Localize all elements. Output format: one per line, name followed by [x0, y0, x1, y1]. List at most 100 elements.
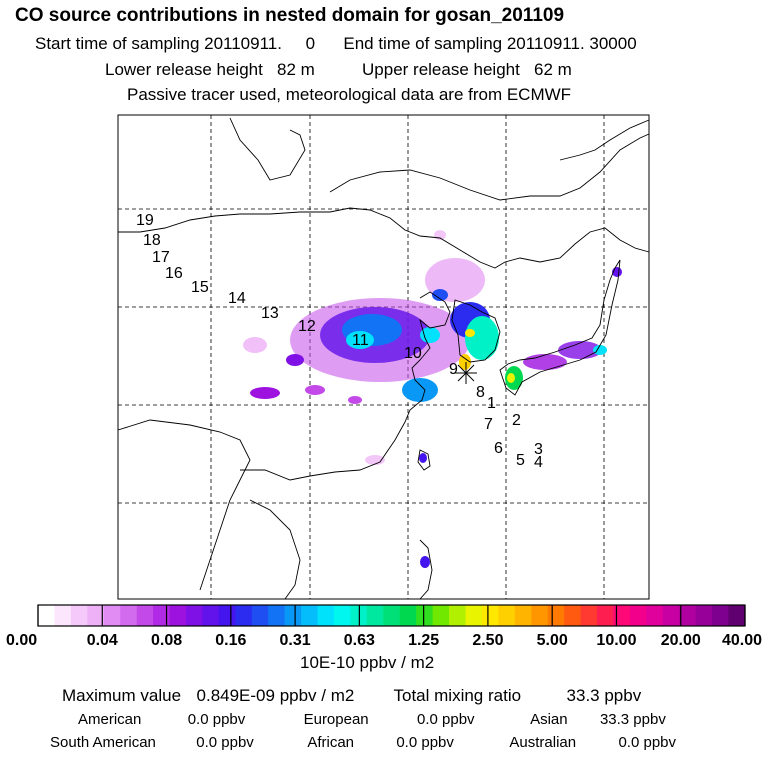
colorbar-cell	[169, 605, 187, 626]
colorbar-cell	[564, 605, 582, 626]
colorbar-cell	[103, 605, 121, 626]
trajectory-label: 2	[512, 412, 521, 429]
colorbar-cell	[613, 605, 631, 626]
colorbar-cell	[547, 605, 565, 626]
south-american-value: 0.0 ppbv	[196, 734, 254, 751]
colorbar-cell	[202, 605, 220, 626]
max-label: Maximum value	[62, 686, 182, 705]
colorbar-cell	[251, 605, 269, 626]
trajectory-label: 4	[534, 454, 543, 471]
colorbar-cell	[87, 605, 105, 626]
trajectory-label: 12	[298, 318, 316, 335]
trajectory-label: 6	[494, 440, 503, 457]
colorbar-cell	[333, 605, 351, 626]
source-contribution-map: 1 2 3 4 5 6 7 8 9 10 11 12 13 14 15 16 1…	[117, 114, 650, 600]
total-value: 33.3 ppbv	[566, 686, 642, 705]
colorbar-cell	[399, 605, 417, 626]
colorbar-cell	[383, 605, 401, 626]
colorbar-cell	[662, 605, 680, 626]
trajectory-label: 13	[261, 305, 279, 322]
colorbar-tick-label: 5.00	[537, 632, 568, 649]
colorbar-tick-label: 0.63	[344, 632, 375, 649]
colorbar-tick-label: 10.00	[596, 632, 636, 649]
colorbar-cell	[120, 605, 138, 626]
trajectory-label: 14	[228, 290, 246, 307]
colorbar-cell	[218, 605, 236, 626]
trajectory-label: 17	[152, 249, 170, 266]
colorbar-tick-label: 20.00	[661, 632, 701, 649]
colorbar-cell	[679, 605, 697, 626]
trajectory-label: 1	[487, 395, 496, 412]
african-label: African	[307, 734, 354, 751]
colorbar-tick-label: 40.00	[722, 632, 762, 649]
european-value: 0.0 ppbv	[417, 711, 475, 728]
colorbar-cell	[629, 605, 647, 626]
colorbar-cell	[54, 605, 72, 626]
colorbar-tick-label: 2.50	[472, 632, 503, 649]
colorbar-cell	[284, 605, 302, 626]
summary-region-row-2: South American 0.0 ppbv African 0.0 ppbv…	[50, 734, 676, 751]
trajectory-label: 9	[449, 361, 458, 378]
colorbar-tick-labels: 0.00 0.04 0.08 0.16 0.31 0.63 1.25 2.50 5.00 10.0…	[6, 632, 762, 649]
colorbar-cell	[432, 605, 450, 626]
australian-label: Australian	[509, 734, 577, 751]
tracer-note: Passive tracer used, meteorological data…	[127, 85, 572, 104]
release-heights: Lower release height 82 m Upper release …	[105, 60, 572, 79]
colorbar: 0.00 0.04 0.08 0.16 0.31 0.63 1.25 2.50 5.00 10.0…	[6, 604, 762, 649]
trajectory-label: 11	[352, 332, 369, 349]
trajectory-label: 16	[165, 265, 183, 282]
trajectory-label: 18	[143, 232, 161, 249]
colorbar-tick-label: 0.04	[87, 632, 118, 649]
colorbar-cell	[136, 605, 154, 626]
european-label: European	[303, 711, 369, 728]
colorbar-cell	[185, 605, 203, 626]
colorbar-tick-label: 0.16	[215, 632, 246, 649]
colorbar-cell	[317, 605, 335, 626]
colorbar-cell	[712, 605, 730, 626]
colorbar-tick-label: 0.00	[6, 632, 37, 649]
colorbar-cell	[481, 605, 499, 626]
trajectory-label: 10	[404, 345, 422, 362]
summary-region-row-1: American 0.0 ppbv European 0.0 ppbv Asia…	[78, 711, 666, 728]
african-value: 0.0 ppbv	[396, 734, 454, 751]
total-label: Total mixing ratio	[393, 686, 522, 705]
trajectory-label: 5	[516, 452, 525, 469]
american-value: 0.0 ppbv	[187, 711, 246, 728]
colorbar-cell	[268, 605, 286, 626]
max-value: 0.849E-09 ppbv / m2	[196, 686, 355, 705]
colorbar-cell	[465, 605, 483, 626]
trajectory-labels: 1 2 3 4 5 6 7 8 9 10 11 12 13 14 15 16 1…	[136, 212, 543, 471]
trajectory-label: 8	[476, 384, 485, 401]
colorbar-cell	[153, 605, 171, 626]
colorbar-cell	[597, 605, 614, 626]
colorbar-cell	[580, 605, 598, 626]
summary-max-row: Maximum value 0.849E-09 ppbv / m2 Total …	[62, 686, 641, 706]
colorbar-cell	[301, 605, 319, 626]
colorbar-cell	[498, 605, 516, 626]
trajectory-label: 7	[484, 416, 493, 433]
asian-label: Asian	[530, 711, 568, 728]
colorbar-cell	[514, 605, 532, 626]
trajectory-label: 3	[534, 441, 543, 458]
colorbar-tick-label: 0.08	[151, 632, 182, 649]
colorbar-cell	[235, 605, 253, 626]
colorbar-unit: 10E-10 ppbv / m2	[300, 653, 435, 672]
colorbar-tick-label: 0.31	[280, 632, 311, 649]
colorbar-cell	[38, 605, 55, 626]
asterisk-icon	[455, 362, 477, 384]
colorbar-tick-label: 1.25	[408, 632, 439, 649]
trajectory-label: 19	[136, 212, 154, 229]
colorbar-cell	[416, 605, 434, 626]
american-label: American	[78, 711, 142, 728]
asian-value: 33.3 ppbv	[599, 711, 666, 728]
colorbar-cell	[449, 605, 466, 626]
trajectory-label: 15	[191, 279, 209, 296]
contribution-field	[243, 230, 622, 568]
colorbar-ticks	[37, 605, 746, 626]
colorbar-cell	[531, 605, 549, 626]
colorbar-cell	[366, 605, 384, 626]
colorbar-cell	[70, 605, 88, 626]
colorbar-cells	[38, 605, 746, 626]
sampling-times: Start time of sampling 20110911. 0 End t…	[35, 34, 637, 53]
plot-title: CO source contributions in nested domain…	[15, 5, 565, 26]
